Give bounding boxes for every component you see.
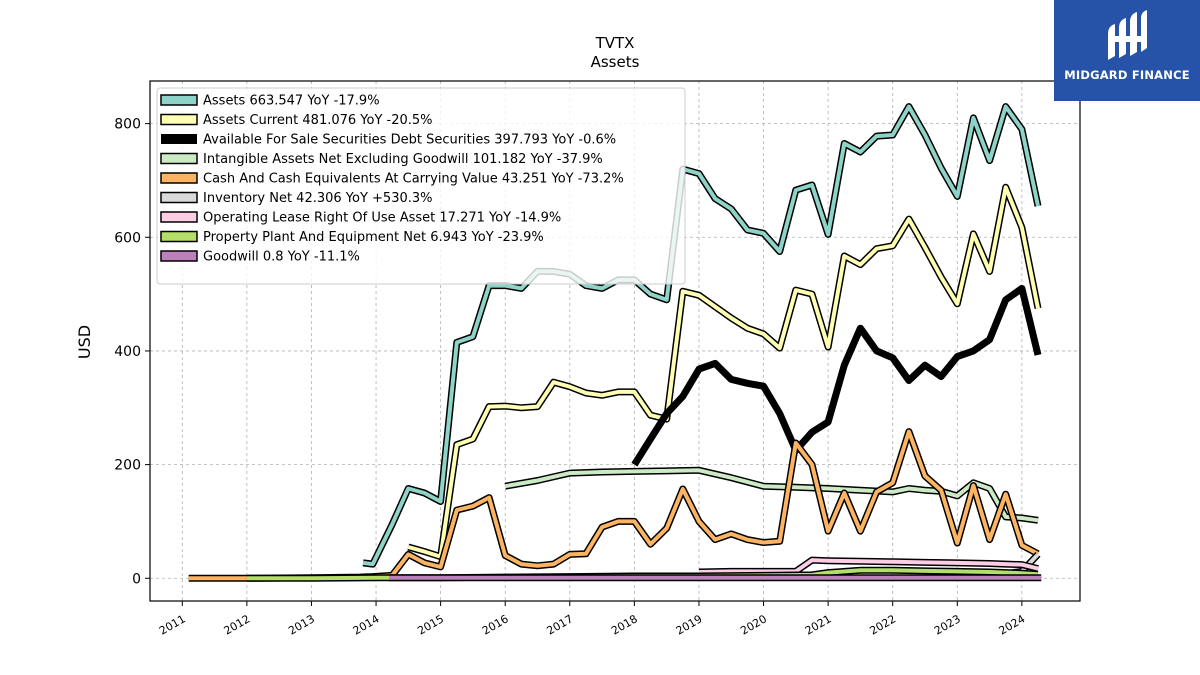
series-line-available-for-sale-securities-debt-securities xyxy=(631,284,1042,467)
x-tick-label: 2023 xyxy=(932,612,963,637)
x-tick-label: 2011 xyxy=(157,612,188,637)
series-line-operating-lease-right-of-use-asset xyxy=(698,558,1039,574)
x-tick-label: 2013 xyxy=(286,612,317,637)
legend-label: Cash And Cash Equivalents At Carrying Va… xyxy=(203,172,624,187)
legend-swatch xyxy=(161,134,197,144)
x-tick-label: 2021 xyxy=(803,612,834,637)
y-tick-label: 0 xyxy=(132,571,141,587)
legend-label: Inventory Net 42.306 YoY +530.3% xyxy=(203,191,433,206)
y-tick-label: 800 xyxy=(114,117,141,133)
x-tick-label: 2016 xyxy=(480,612,511,637)
legend-swatch xyxy=(160,230,198,243)
legend-label: Operating Lease Right Of Use Asset 17.27… xyxy=(203,211,561,226)
series-line-cash-and-cash-equivalents-at-carrying-value xyxy=(188,429,1039,581)
legend-swatch xyxy=(160,191,198,204)
legend-label: Intangible Assets Net Excluding Goodwill… xyxy=(203,152,603,167)
x-tick-label: 2014 xyxy=(351,612,382,637)
legend-swatch xyxy=(160,172,198,184)
x-tick-label: 2015 xyxy=(415,612,446,637)
y-tick-label: 600 xyxy=(114,230,141,246)
brand-mark-icon xyxy=(1108,10,1147,60)
x-tick-label: 2024 xyxy=(997,612,1028,637)
brand-name: MIDGARD FINANCE xyxy=(1064,68,1190,82)
chart-subtitle: Assets xyxy=(591,53,640,71)
legend-label: Assets 663.547 YoY -17.9% xyxy=(203,94,380,109)
legend-label: Goodwill 0.8 YoY -11.1% xyxy=(203,250,360,265)
x-tick-label: 2020 xyxy=(738,612,769,637)
brand-logo: MIDGARD FINANCE xyxy=(1054,0,1200,101)
series-outline-cash-and-cash-equivalents-at-carrying-value xyxy=(188,428,1040,582)
y-tick-label: 400 xyxy=(114,344,141,360)
x-tick-label: 2012 xyxy=(222,612,253,637)
legend-label: Property Plant And Equipment Net 6.943 Y… xyxy=(203,230,544,245)
series-lines xyxy=(188,103,1042,582)
legend-swatch xyxy=(160,250,198,262)
y-axis-label: USD xyxy=(75,325,94,359)
x-tick-label: 2022 xyxy=(867,612,898,637)
legend-swatch xyxy=(160,94,198,106)
x-tick-label: 2017 xyxy=(545,612,576,637)
y-tick-label: 200 xyxy=(114,458,141,474)
legend-box xyxy=(156,87,686,285)
plot-frame xyxy=(149,80,1081,602)
legend-swatch xyxy=(160,152,198,165)
legend: Assets 663.547 YoY -17.9% Assets Current … xyxy=(156,87,686,285)
legend-label: Assets Current 481.076 YoY -20.5% xyxy=(203,113,433,128)
x-tick-label: 2019 xyxy=(674,612,705,637)
legend-swatch xyxy=(160,211,198,223)
series-line-assets xyxy=(362,104,1040,567)
legend-swatch xyxy=(160,113,198,126)
chart-title: TVTX xyxy=(595,34,635,52)
series-line-assets-current xyxy=(407,185,1040,559)
x-tick-label: 2018 xyxy=(609,612,640,637)
legend-label: Available For Sale Securities Debt Secur… xyxy=(203,133,616,148)
series-line-intangible-assets-net-excluding-goodwill xyxy=(504,468,1039,523)
